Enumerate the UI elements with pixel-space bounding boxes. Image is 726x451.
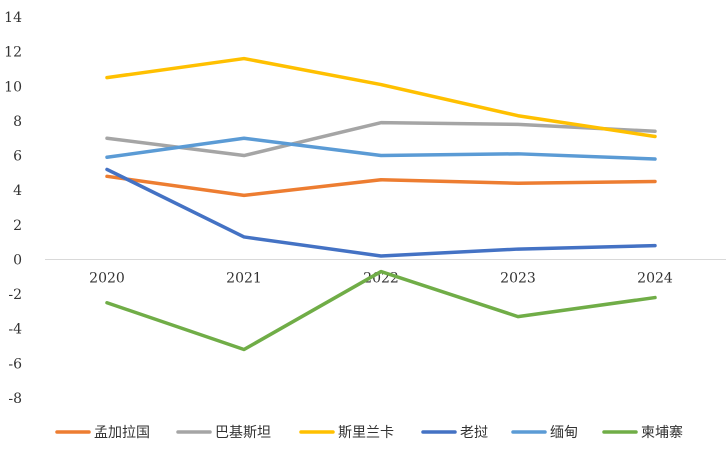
y-tick-label: 12 — [4, 45, 22, 61]
y-tick-label: 0 — [13, 252, 22, 268]
legend: 孟加拉国 巴基斯坦 斯里兰卡 老挝 缅甸 柬埔寨 — [55, 424, 683, 441]
legend-label: 巴基斯坦 — [215, 424, 271, 441]
y-tick-label: 6 — [13, 149, 22, 165]
legend-item: 巴基斯坦 — [176, 424, 271, 441]
legend-item: 孟加拉国 — [55, 425, 150, 441]
legend-label: 柬埔寨 — [641, 424, 683, 441]
series-lines — [105, 56, 657, 352]
legend-label: 缅甸 — [550, 425, 578, 441]
y-tick-label: -8 — [8, 391, 22, 407]
y-tick-label: 8 — [13, 114, 22, 130]
y-tick-label: -2 — [8, 287, 22, 303]
series-line-1 — [105, 120, 657, 158]
series-line-4 — [105, 136, 657, 161]
series-line-5 — [105, 269, 657, 352]
y-tick-label: 14 — [4, 10, 22, 26]
y-tick-label: -6 — [8, 356, 22, 372]
legend-item: 缅甸 — [511, 425, 578, 441]
x-tick-label: 2024 — [637, 270, 673, 286]
legend-label: 老挝 — [460, 425, 488, 441]
series-line-2 — [105, 56, 657, 139]
series-line-0 — [105, 174, 657, 198]
x-tick-label: 2020 — [89, 270, 125, 286]
series-line-3 — [105, 167, 657, 258]
y-axis-ticks: -8 -6 -4 -2 0 2 4 6 8 10 12 14 — [4, 10, 22, 407]
legend-label: 斯里兰卡 — [338, 425, 394, 441]
legend-item: 柬埔寨 — [602, 424, 683, 441]
legend-label: 孟加拉国 — [94, 425, 150, 441]
x-tick-label: 2023 — [500, 270, 536, 286]
y-tick-label: 2 — [13, 218, 22, 234]
legend-item: 老挝 — [421, 425, 488, 441]
y-tick-label: -4 — [8, 322, 22, 338]
legend-item: 斯里兰卡 — [299, 425, 394, 441]
y-tick-label: 4 — [13, 183, 22, 199]
y-tick-label: 10 — [4, 79, 22, 95]
x-tick-label: 2021 — [226, 270, 262, 286]
